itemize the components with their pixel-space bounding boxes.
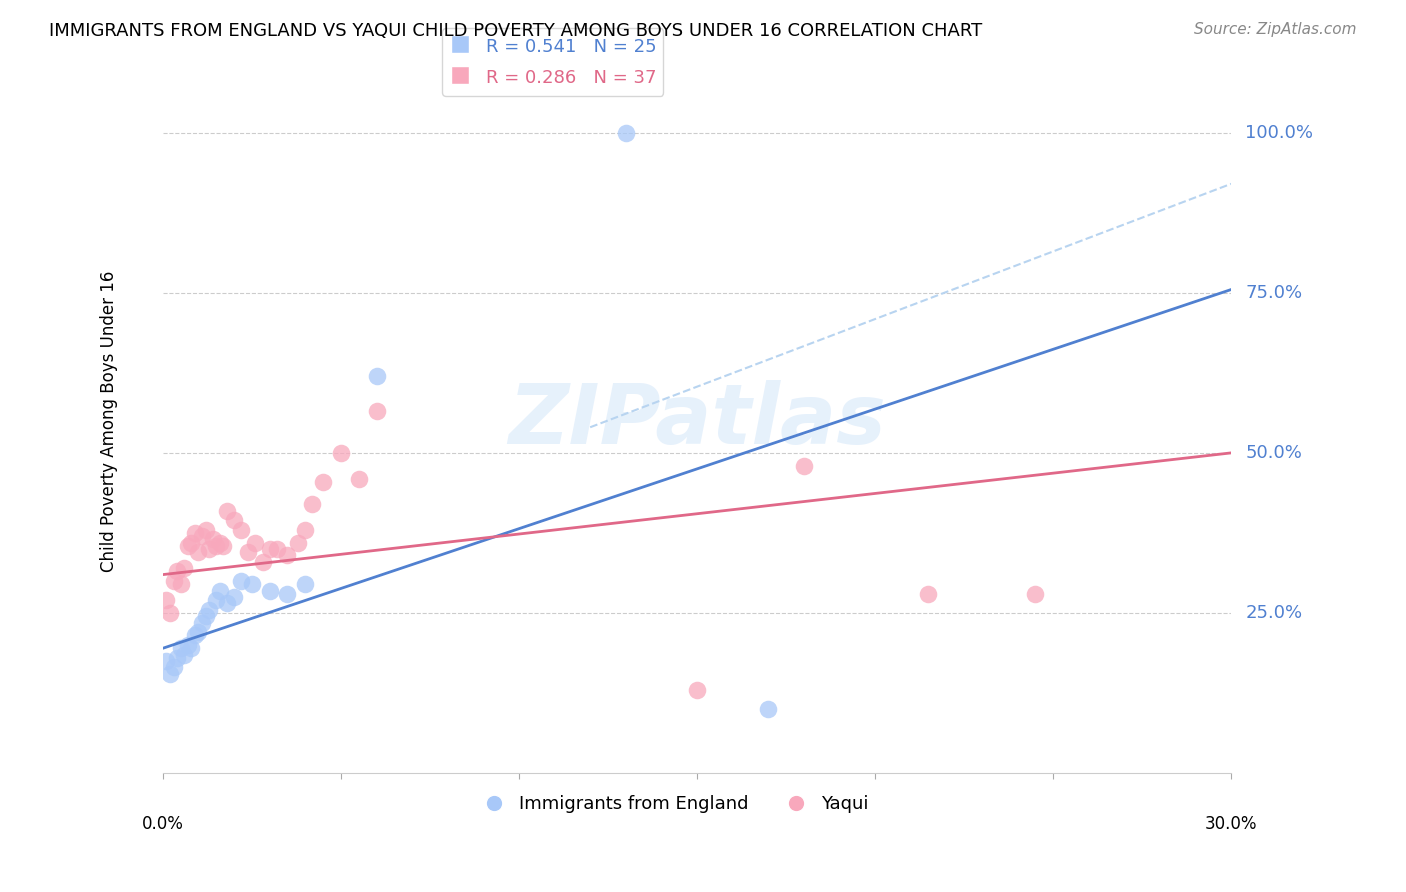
Point [252, 555, 274, 569]
Legend: Immigrants from England, Yaqui: Immigrants from England, Yaqui [475, 789, 876, 821]
Point [169, 641, 191, 656]
Point [222, 513, 245, 527]
Point [155, 654, 177, 668]
Text: 0.0%: 0.0% [142, 815, 184, 833]
Point [347, 471, 370, 485]
Point [240, 577, 263, 591]
Text: 75.0%: 75.0% [1246, 284, 1302, 301]
Point [1024, 587, 1046, 601]
Point [159, 606, 181, 620]
Point [177, 539, 200, 553]
Point [614, 126, 637, 140]
Point [366, 369, 388, 384]
Point [205, 593, 228, 607]
Point [177, 638, 200, 652]
Point [276, 549, 298, 563]
Point [917, 587, 939, 601]
Point [222, 590, 245, 604]
Point [215, 596, 238, 610]
Point [686, 682, 709, 697]
Text: 50.0%: 50.0% [1246, 444, 1302, 462]
Point [287, 535, 309, 549]
Point [159, 666, 181, 681]
Point [208, 583, 231, 598]
Point [231, 523, 253, 537]
Point [312, 475, 335, 489]
Point [201, 533, 224, 547]
Point [173, 561, 195, 575]
Text: Child Poverty Among Boys Under 16: Child Poverty Among Boys Under 16 [100, 270, 118, 572]
Point [194, 609, 217, 624]
Point [205, 539, 228, 553]
Point [259, 583, 281, 598]
Text: 25.0%: 25.0% [1246, 604, 1302, 622]
Point [294, 523, 316, 537]
Point [301, 497, 323, 511]
Point [366, 404, 388, 418]
Point [266, 541, 288, 556]
Point [198, 603, 221, 617]
Text: ZIPatlas: ZIPatlas [508, 380, 886, 461]
Point [162, 660, 184, 674]
Point [245, 535, 267, 549]
Point [173, 648, 195, 662]
Point [155, 593, 177, 607]
Point [294, 577, 316, 591]
Point [231, 574, 253, 588]
Point [162, 574, 184, 588]
Point [166, 565, 188, 579]
Point [329, 446, 352, 460]
Point [238, 545, 260, 559]
Point [276, 587, 298, 601]
Point [187, 625, 209, 640]
Text: 30.0%: 30.0% [1205, 815, 1257, 833]
Point [208, 535, 231, 549]
Point [793, 458, 815, 473]
Point [756, 702, 779, 716]
Point [169, 577, 191, 591]
Point [191, 529, 214, 543]
Point [184, 525, 207, 540]
Point [198, 541, 221, 556]
Text: 100.0%: 100.0% [1246, 124, 1313, 142]
Point [259, 541, 281, 556]
Text: Source: ZipAtlas.com: Source: ZipAtlas.com [1194, 22, 1357, 37]
Point [184, 628, 207, 642]
Point [180, 641, 202, 656]
Point [212, 539, 235, 553]
Point [215, 503, 238, 517]
Point [191, 615, 214, 630]
Point [194, 523, 217, 537]
Point [180, 535, 202, 549]
Point [187, 545, 209, 559]
Point [166, 651, 188, 665]
Text: IMMIGRANTS FROM ENGLAND VS YAQUI CHILD POVERTY AMONG BOYS UNDER 16 CORRELATION C: IMMIGRANTS FROM ENGLAND VS YAQUI CHILD P… [49, 22, 983, 40]
